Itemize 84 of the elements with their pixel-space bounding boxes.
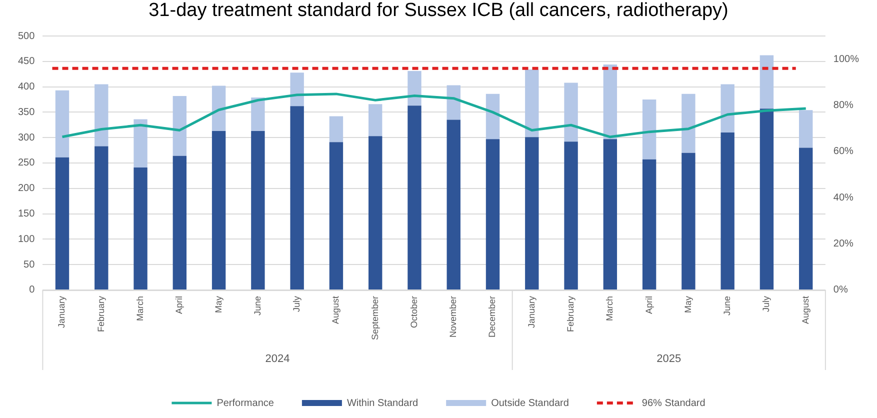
bar: [94, 146, 108, 290]
y-tick-label: 150: [18, 208, 36, 220]
bar: [720, 132, 734, 290]
bar: [251, 130, 265, 290]
bar: [564, 82, 578, 142]
bar: [603, 139, 618, 290]
bar: [290, 106, 304, 290]
bar: [642, 159, 656, 290]
x-tick-label: January: [526, 295, 536, 328]
bar: [329, 116, 344, 142]
y-tick-label: 0: [29, 284, 36, 296]
y2-tick-label: 20%: [833, 238, 854, 250]
bar: [525, 137, 539, 290]
y2-tick-label: 60%: [833, 146, 854, 158]
bar: [760, 108, 774, 290]
x-tick-label: April: [644, 296, 654, 314]
x-tick-label: June: [252, 296, 262, 316]
chart-title: 31-day treatment standard for Sussex ICB (all cancers, radiotherapy): [148, 0, 730, 22]
bar: [251, 97, 265, 131]
bar: [446, 120, 460, 290]
x-tick-label: March: [604, 296, 615, 321]
y2-tick-label: 40%: [833, 192, 854, 204]
x-tick-label: January: [56, 295, 67, 328]
bar: [486, 139, 500, 290]
bar: [525, 70, 539, 138]
x-tick-label: April: [174, 296, 184, 314]
x-tick-label: May: [682, 295, 693, 313]
y2-tick-label: 100%: [833, 54, 860, 65]
y-tick-label: 300: [18, 132, 36, 144]
x-tick-label: July: [292, 295, 302, 312]
bar: [720, 84, 734, 133]
bar: [212, 130, 226, 290]
bar: [603, 64, 618, 140]
y-tick-label: 250: [18, 158, 36, 169]
text: 2024: [265, 353, 290, 366]
y-tick-label: 100: [18, 234, 36, 245]
bar: [642, 99, 656, 160]
x-tick-label: September: [370, 296, 380, 340]
bar: [446, 85, 460, 120]
x-tick-label: November: [448, 296, 458, 338]
bar: [172, 156, 187, 290]
bar: [682, 152, 696, 290]
x-tick-label: June: [722, 296, 732, 316]
x-tick-label: February: [96, 295, 106, 332]
y-tick-label: 500: [18, 30, 36, 42]
bar: [134, 168, 148, 290]
legend-label: Outside Standard: [491, 398, 569, 409]
bar: [799, 148, 813, 290]
bar: [55, 157, 70, 290]
x-tick-label: July: [761, 295, 772, 312]
bar: [94, 84, 108, 146]
y-tick-label: 350: [18, 106, 36, 118]
x-tick-label: March: [135, 296, 146, 321]
y-tick-label: 50: [24, 259, 36, 270]
y-tick-label: 450: [18, 56, 36, 68]
bar: [486, 94, 500, 140]
x-tick-label: August: [330, 295, 341, 324]
bar: [408, 106, 422, 290]
bar: [134, 119, 148, 168]
y-tick-label: 400: [18, 82, 36, 93]
y2-tick-label: 80%: [833, 100, 854, 112]
bar: [172, 96, 187, 156]
bar: [368, 104, 382, 136]
x-tick-label: May: [213, 295, 224, 313]
bar: [564, 142, 578, 290]
bar: [408, 71, 422, 106]
bar: [55, 90, 70, 158]
y2-tick-label: 0%: [833, 284, 848, 296]
x-tick-label: August: [800, 295, 810, 324]
x-tick-label: October: [408, 296, 419, 328]
legend-label: Performance: [216, 398, 274, 409]
bar: [290, 72, 304, 106]
bar: [368, 136, 382, 290]
text: 2025: [656, 353, 682, 366]
bar: [329, 142, 344, 290]
bar: [212, 86, 226, 131]
legend-label: 96% Standard: [642, 398, 706, 409]
legend-label: Within Standard: [346, 398, 418, 409]
y-tick-label: 200: [18, 183, 36, 194]
bar: [799, 110, 813, 148]
x-tick-label: December: [487, 296, 498, 338]
bar: [682, 94, 696, 153]
bar: [760, 55, 774, 109]
x-tick-label: February: [566, 295, 576, 332]
